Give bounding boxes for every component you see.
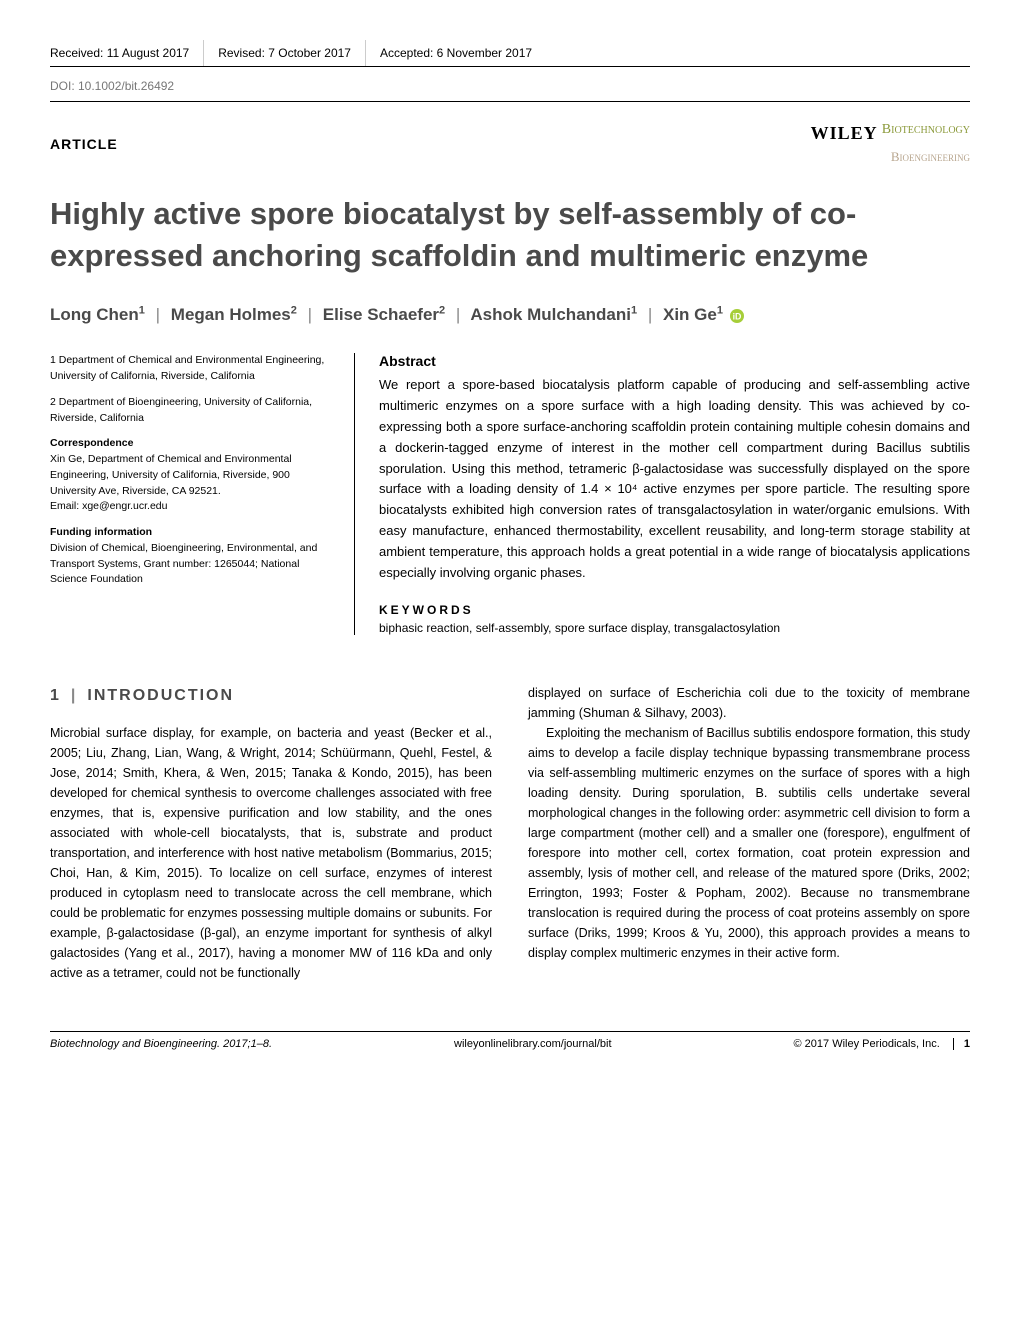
meta-column: 1 Department of Chemical and Environment… <box>50 353 330 635</box>
abstract-column: Abstract We report a spore-based biocata… <box>354 353 970 635</box>
author-separator: | <box>648 305 652 324</box>
page-number: 1 <box>953 1038 970 1050</box>
correspondence-body: Xin Ge, Department of Chemical and Envir… <box>50 453 292 497</box>
section-title: INTRODUCTION <box>87 687 234 704</box>
author-separator: | <box>156 305 160 324</box>
article-title: Highly active spore biocatalyst by self-… <box>50 193 970 277</box>
section-heading: 1 | INTRODUCTION <box>50 683 492 709</box>
footer-url: wileyonlinelibrary.com/journal/bit <box>454 1038 612 1050</box>
body-column-left: 1 | INTRODUCTION Microbial surface display… <box>50 683 492 983</box>
keywords-heading: KEYWORDS <box>379 603 970 617</box>
svg-text:iD: iD <box>732 311 741 321</box>
received-date: Received: 11 August 2017 <box>50 40 204 66</box>
body-paragraph-3: Exploiting the mechanism of Bacillus sub… <box>528 723 970 963</box>
affiliation-1: 1 Department of Chemical and Environment… <box>50 353 330 385</box>
doi-text: DOI: 10.1002/bit.26492 <box>50 79 970 102</box>
funding-body: Division of Chemical, Bioengineering, En… <box>50 542 317 586</box>
body-paragraph-1: Microbial surface display, for example, … <box>50 723 492 983</box>
section-bar: | <box>71 687 77 704</box>
article-type-label: ARTICLE <box>50 136 118 152</box>
accepted-date: Accepted: 6 November 2017 <box>380 40 546 66</box>
author-2: Megan Holmes2 <box>171 305 297 324</box>
body-column-right: displayed on surface of Escherichia coli… <box>528 683 970 983</box>
page-footer: Biotechnology and Bioengineering. 2017;1… <box>50 1031 970 1050</box>
affiliation-2: 2 Department of Bioengineering, Universi… <box>50 395 330 427</box>
article-type-row: ARTICLE WILEY Biotechnology Bioengineeri… <box>50 122 970 165</box>
author-separator: | <box>456 305 460 324</box>
funding-heading: Funding information <box>50 526 152 538</box>
journal-name-bioeng: Bioengineering <box>891 149 970 164</box>
author-3: Elise Schaefer2 <box>323 305 445 324</box>
keywords-text: biphasic reaction, self-assembly, spore … <box>379 621 970 635</box>
orcid-icon: iD <box>730 309 744 323</box>
author-1: Long Chen1 <box>50 305 145 324</box>
submission-dates-row: Received: 11 August 2017 Revised: 7 Octo… <box>50 40 970 67</box>
wiley-logo-text: WILEY <box>811 123 878 143</box>
author-separator: | <box>308 305 312 324</box>
abstract-heading: Abstract <box>379 353 970 369</box>
abstract-text: We report a spore-based biocatalysis pla… <box>379 375 970 583</box>
author-5: Xin Ge1 iD <box>663 305 744 324</box>
author-4: Ashok Mulchandani1 <box>470 305 637 324</box>
journal-logo: WILEY Biotechnology Bioengineering <box>811 122 970 165</box>
revised-date: Revised: 7 October 2017 <box>218 40 366 66</box>
body-paragraph-2: displayed on surface of Escherichia coli… <box>528 683 970 723</box>
author-list: Long Chen1 | Megan Holmes2 | Elise Schae… <box>50 305 970 326</box>
journal-name-biotech: Biotechnology <box>882 122 970 137</box>
body-columns: 1 | INTRODUCTION Microbial surface display… <box>50 683 970 983</box>
section-number: 1 <box>50 687 61 704</box>
meta-abstract-row: 1 Department of Chemical and Environment… <box>50 353 970 635</box>
footer-copyright: © 2017 Wiley Periodicals, Inc. 1 <box>794 1038 970 1050</box>
footer-citation: Biotechnology and Bioengineering. 2017;1… <box>50 1038 272 1050</box>
correspondence-email: Email: xge@engr.ucr.edu <box>50 500 167 512</box>
correspondence-heading: Correspondence <box>50 437 133 449</box>
